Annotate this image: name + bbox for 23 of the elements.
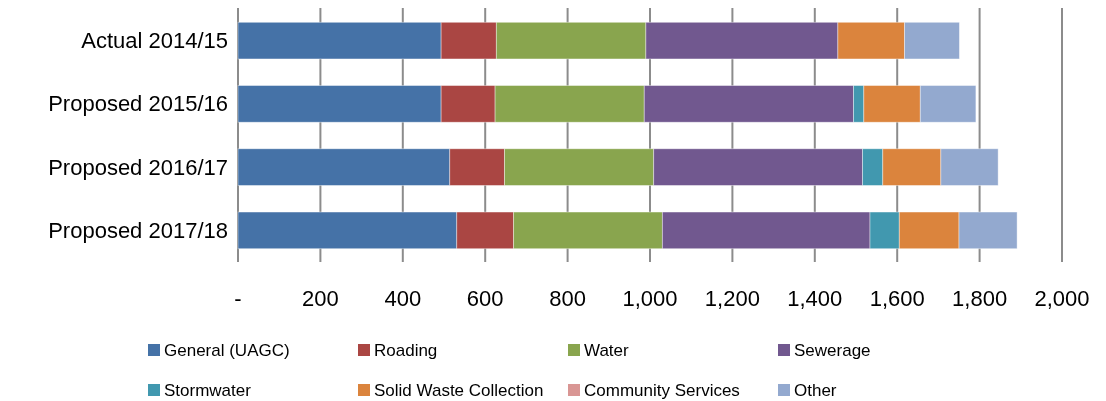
x-tick-label: 1,800 bbox=[952, 285, 1008, 311]
x-tick-label: 200 bbox=[302, 285, 339, 311]
x-tick-label: 2,000 bbox=[1034, 285, 1090, 311]
legend-label: Stormwater bbox=[164, 380, 252, 400]
x-tick-label: 1,000 bbox=[622, 285, 678, 311]
y-tick-label: Proposed 2016/17 bbox=[48, 154, 228, 180]
legend-label: Other bbox=[794, 380, 837, 400]
y-tick-label: Actual 2014/15 bbox=[81, 28, 228, 54]
legend-label: Roading bbox=[374, 340, 438, 360]
x-tick-label: 1,200 bbox=[704, 285, 760, 311]
legend-label: Community Services bbox=[584, 380, 740, 400]
legend-label: Water bbox=[584, 340, 630, 360]
legend-label: General (UAGC) bbox=[164, 340, 290, 360]
x-tick-label: 1,600 bbox=[869, 285, 925, 311]
y-tick-label: Proposed 2017/18 bbox=[48, 217, 228, 243]
x-tick-label: 800 bbox=[549, 285, 586, 311]
y-tick-label: Proposed 2015/16 bbox=[48, 91, 228, 117]
legend-label: Sewerage bbox=[794, 340, 871, 360]
x-tick-label: 600 bbox=[466, 285, 504, 311]
x-tick-label: 1,400 bbox=[787, 285, 843, 311]
x-tick-label: - bbox=[234, 285, 242, 311]
x-tick-label: 400 bbox=[384, 285, 422, 311]
legend-label: Solid Waste Collection bbox=[374, 380, 544, 400]
